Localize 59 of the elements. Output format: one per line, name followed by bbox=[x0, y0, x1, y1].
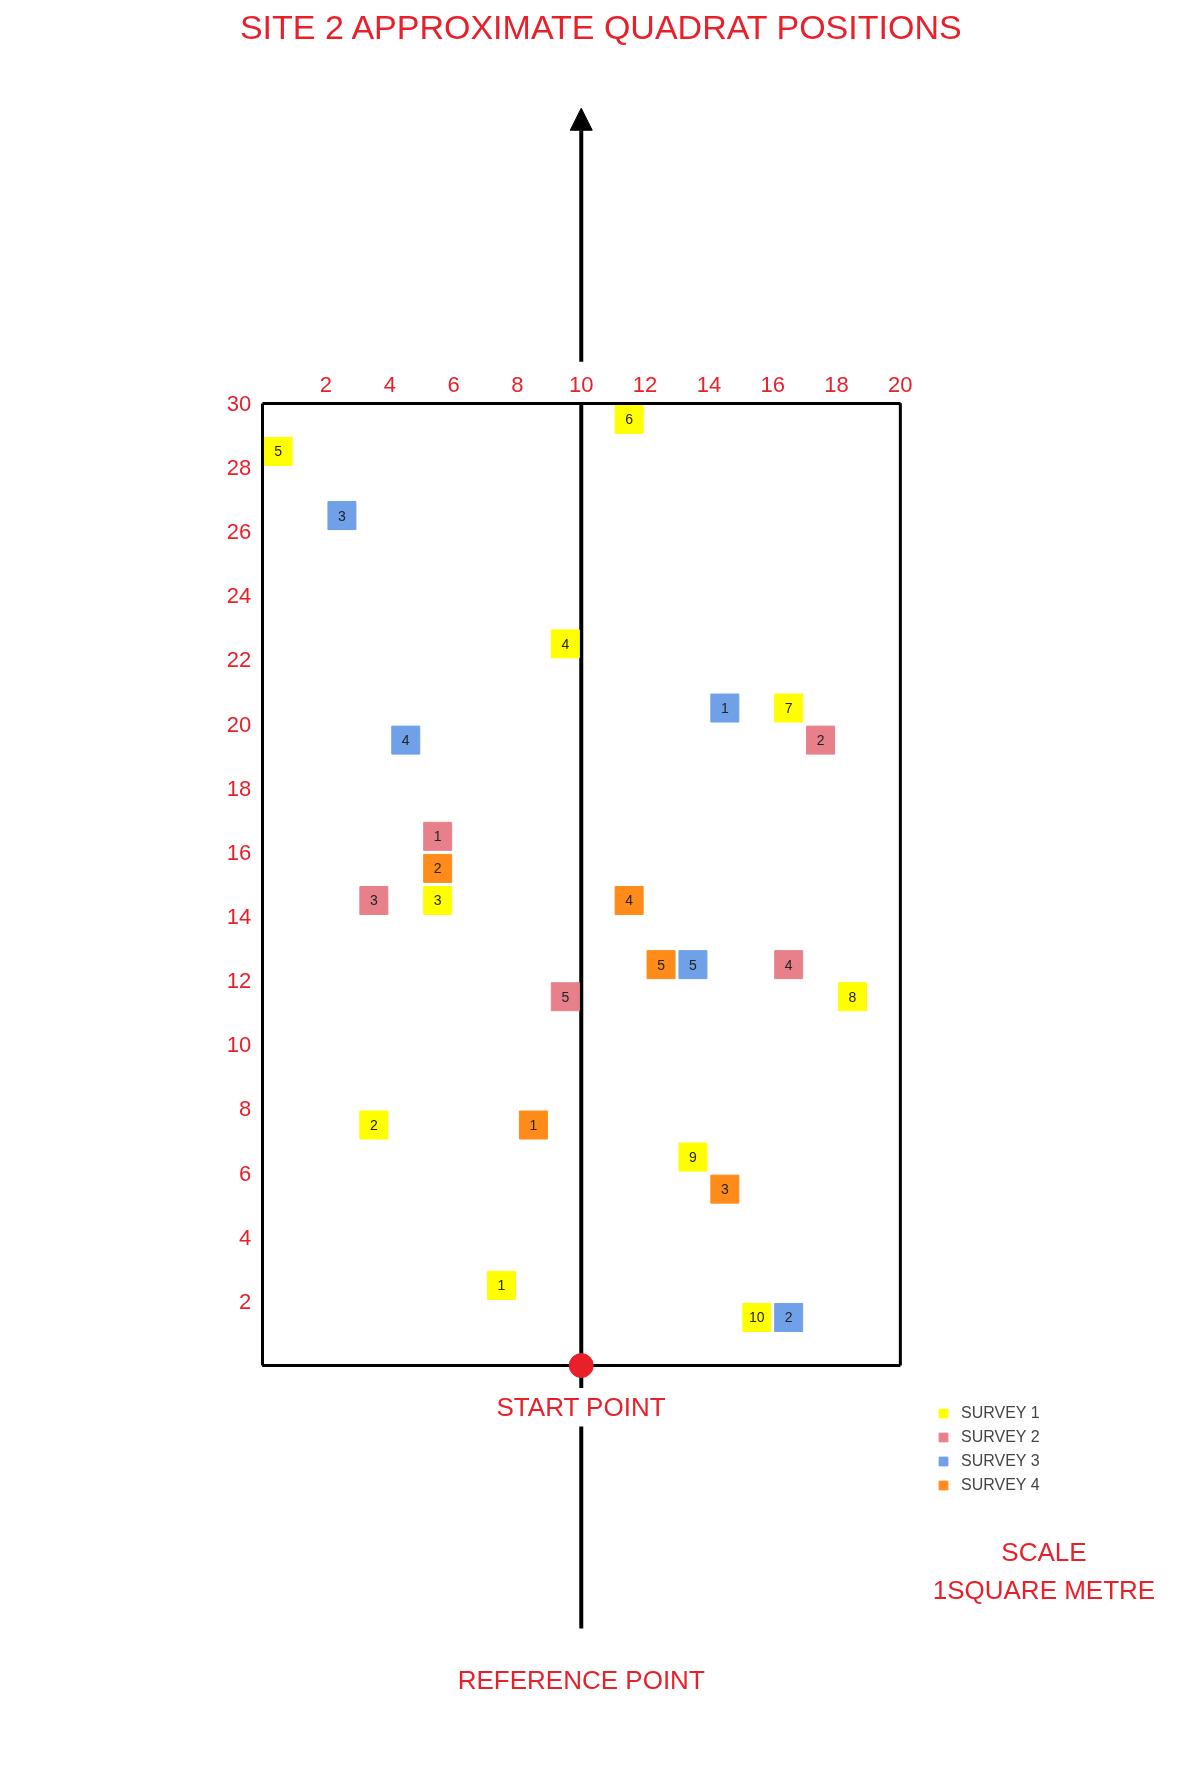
annotation: 1 bbox=[720, 700, 729, 717]
annotation: 3 bbox=[720, 1181, 729, 1198]
y-tick-label: 4 bbox=[238, 1224, 252, 1250]
x-tick-label: 18 bbox=[824, 372, 849, 398]
y-tick-label: 30 bbox=[226, 390, 252, 416]
x-tick-label: 12 bbox=[632, 372, 658, 398]
y-tick-label: 2 bbox=[238, 1288, 252, 1314]
y-tick-label: 18 bbox=[226, 775, 252, 801]
y-tick-label: 26 bbox=[226, 519, 252, 545]
annotation: 2 bbox=[369, 1117, 378, 1133]
annotation: 4 bbox=[625, 892, 634, 909]
legend-label: SURVEY 3 bbox=[961, 1452, 1040, 1470]
annotation: 7 bbox=[784, 700, 793, 717]
annotation: 5 bbox=[274, 443, 283, 460]
annotation: 3 bbox=[338, 507, 347, 524]
legend-label: SURVEY 2 bbox=[961, 1428, 1040, 1446]
annotation: 8 bbox=[848, 988, 857, 1005]
text: REFERENCE POINT bbox=[457, 1664, 705, 1695]
annotation: 6 bbox=[625, 411, 634, 428]
legend-label: SURVEY 4 bbox=[961, 1476, 1040, 1494]
annotation: 5 bbox=[689, 956, 698, 973]
annotation: 4 bbox=[561, 635, 570, 652]
x-tick-label: 16 bbox=[760, 372, 785, 398]
annotation: 3 bbox=[369, 892, 378, 909]
annotation: 2 bbox=[433, 860, 442, 877]
y-tick-label: 16 bbox=[226, 839, 252, 865]
y-tick-label: 12 bbox=[226, 968, 252, 994]
x-tick-label: 8 bbox=[511, 372, 524, 398]
annotation: 4 bbox=[784, 956, 793, 973]
y-tick-label: 28 bbox=[226, 454, 252, 480]
y-tick-label: 8 bbox=[238, 1096, 252, 1122]
x-tick-label: 2 bbox=[319, 372, 333, 398]
x-tick-label: 6 bbox=[447, 372, 460, 398]
x-tick-label: 10 bbox=[569, 372, 594, 398]
text: 1SQUARE METRE bbox=[932, 1575, 1156, 1606]
chart-title: SITE 2 APPROXIMATE QUADRAT POSITIONS bbox=[239, 7, 962, 46]
annotation: 1 bbox=[433, 828, 442, 845]
y-tick-label: 14 bbox=[226, 904, 252, 930]
x-tick-label: 4 bbox=[383, 372, 396, 398]
annotation: 4 bbox=[401, 732, 410, 749]
annotation: 1 bbox=[497, 1277, 506, 1294]
annotation: START POINT bbox=[496, 1392, 666, 1423]
annotation: 5 bbox=[657, 956, 666, 973]
y-tick-label: 6 bbox=[238, 1160, 252, 1186]
y-tick-label: 10 bbox=[226, 1032, 252, 1058]
annotation: 2 bbox=[784, 1309, 793, 1326]
x-tick-label: 14 bbox=[696, 372, 722, 398]
legend-label: SURVEY 1 bbox=[961, 1404, 1040, 1422]
x-tick-label: 20 bbox=[888, 372, 913, 398]
y-tick-label: 20 bbox=[226, 711, 252, 737]
annotation: 3 bbox=[433, 892, 442, 909]
y-tick-label: 22 bbox=[226, 647, 252, 673]
annotation: 10 bbox=[748, 1309, 765, 1326]
annotation: 9 bbox=[689, 1149, 698, 1166]
y-tick-label: 24 bbox=[226, 583, 252, 609]
annotation: 5 bbox=[561, 988, 570, 1005]
text: SCALE bbox=[1001, 1536, 1087, 1567]
annotation: 1 bbox=[529, 1117, 538, 1133]
annotation: 2 bbox=[816, 732, 825, 749]
